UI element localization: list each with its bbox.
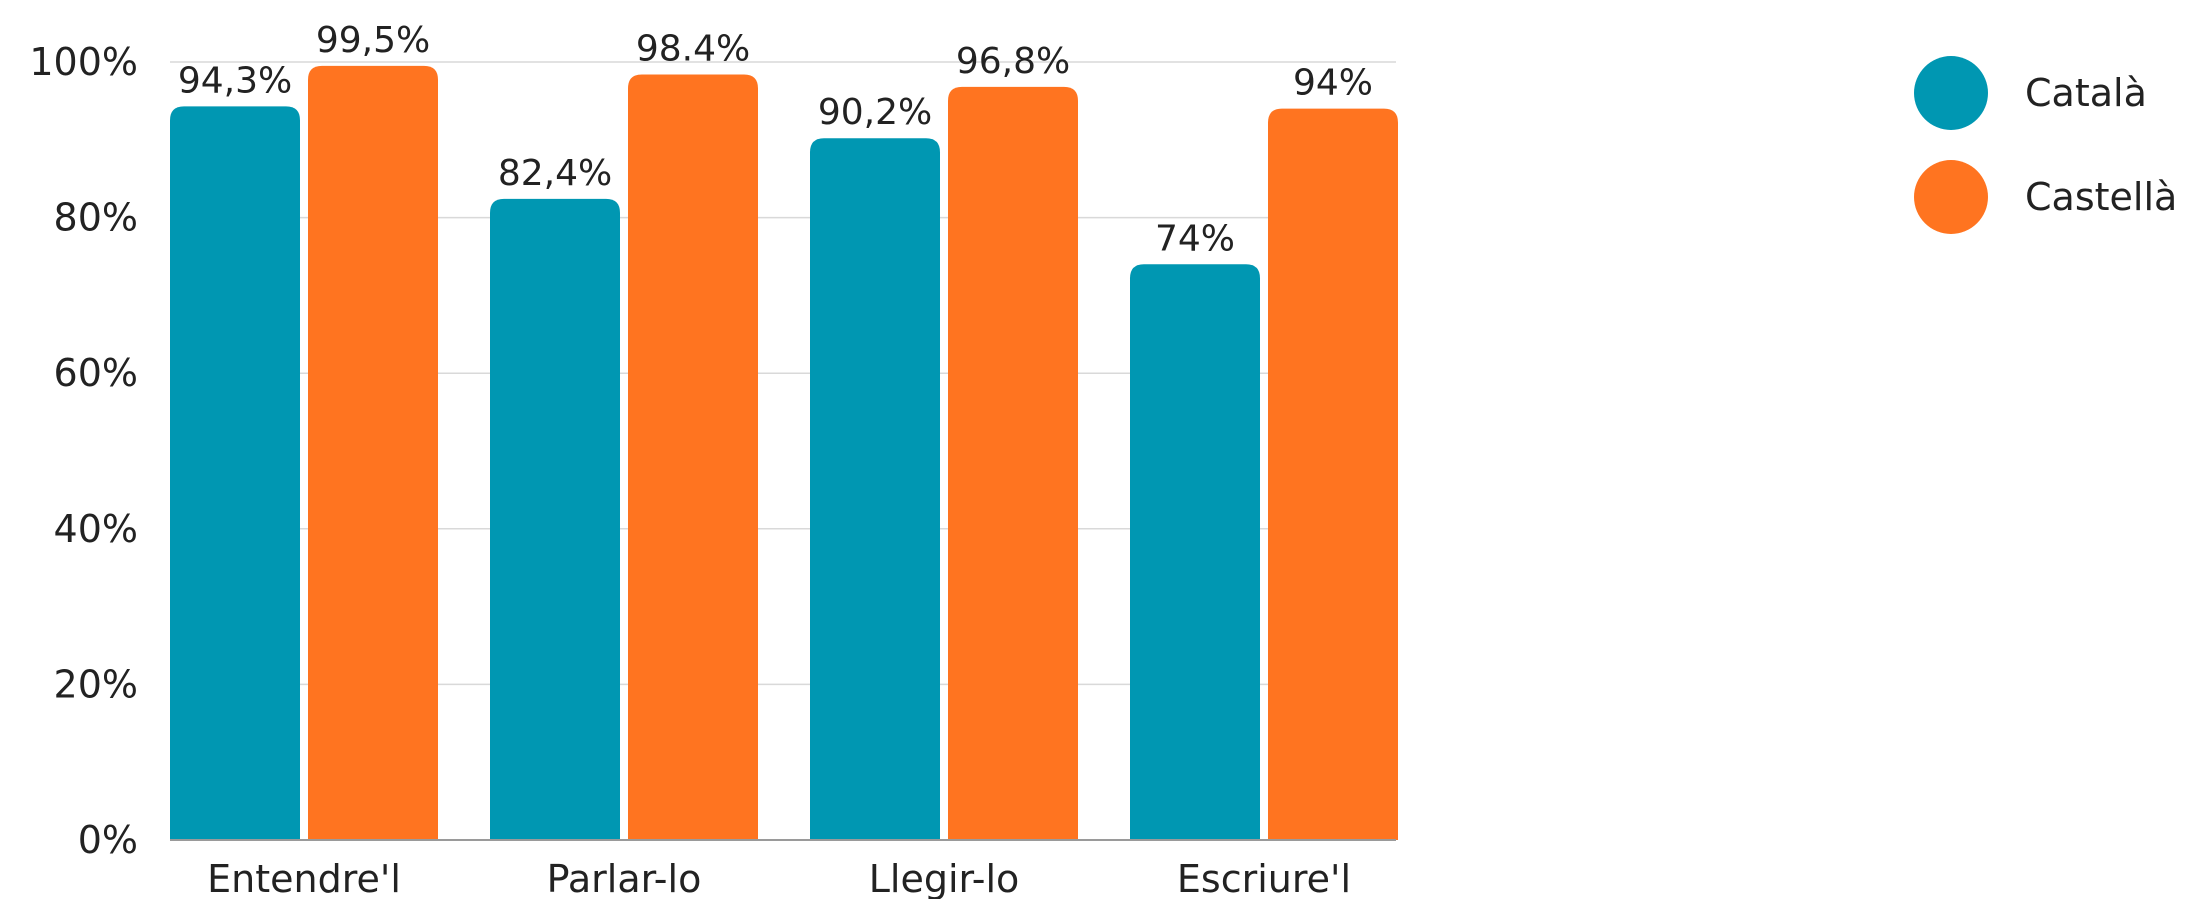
bar [490,198,620,841]
x-tick-label: Llegir-lo [869,857,1020,899]
y-axis-ticks: 0% 20% 40% 60% 80% 100% [29,40,138,862]
bar [628,74,758,840]
data-label: 90,2% [818,92,932,133]
y-tick-label: 40% [54,507,138,551]
data-label: 99,5% [316,20,430,61]
y-tick-label: 60% [54,351,138,395]
data-label: 94% [1293,63,1373,104]
y-tick-label: 0% [78,818,138,862]
y-tick-label: 80% [54,196,138,240]
y-tick-label: 20% [54,662,138,706]
data-label: 74% [1155,218,1235,259]
bar [1130,264,1260,840]
data-label: 98.4% [636,28,750,69]
legend-swatch [1914,56,1988,130]
bar [1268,108,1398,841]
x-tick-label: Parlar-lo [547,857,702,899]
data-label: 82,4% [498,153,612,194]
x-tick-label: Entendre'l [207,857,401,899]
legend-label: Castellà [2025,175,2177,219]
data-label: 94,3% [178,60,292,101]
y-tick-label: 100% [29,40,138,84]
bar [810,138,940,840]
bar [948,86,1078,841]
data-label: 96,8% [956,41,1070,82]
bars [170,65,1398,841]
bar [170,106,300,840]
x-tick-label: Escriure'l [1177,857,1351,899]
bar [308,65,438,840]
legend-label: Català [2025,71,2147,115]
x-axis-labels: Entendre'l Parlar-lo Llegir-lo Escriure'l [207,857,1351,899]
data-labels: 94,3% 99,5% 82,4% 98.4% 90,2% 96,8% 74% 94% [178,20,1373,259]
legend: Català Castellà [1914,56,2177,234]
legend-swatch [1914,160,1988,234]
